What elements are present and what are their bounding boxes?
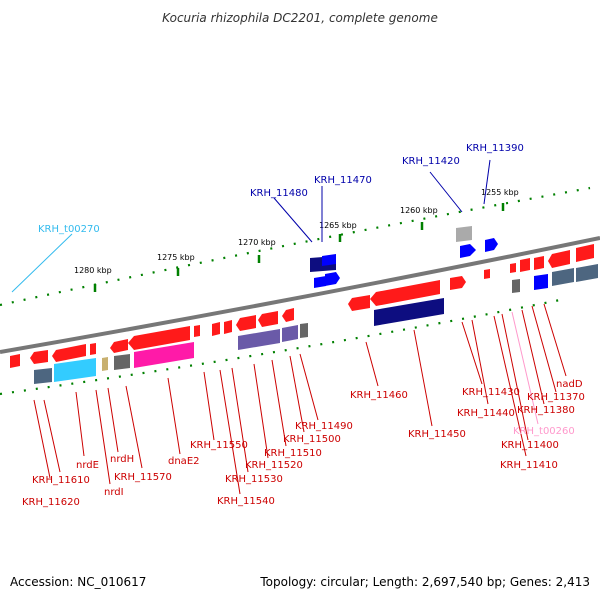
label-KRH_11520: KRH_11520 [245, 460, 303, 471]
block-lavender-2 [262, 329, 280, 346]
gene-small-blue-1 [314, 276, 326, 288]
label-KRH_11550: KRH_11550 [190, 440, 248, 451]
gene-dnaE2 [128, 326, 190, 350]
gene-k [450, 276, 466, 290]
block-slate-right-1 [552, 268, 574, 286]
label-KRH_11610: KRH_11610 [32, 475, 90, 486]
block-lavender-1 [238, 332, 262, 350]
gene-n [520, 258, 530, 272]
gene-o [534, 256, 544, 270]
label-KRH_11460: KRH_11460 [350, 390, 408, 401]
map-title: Kocuria rhizophila DC2201, complete geno… [162, 11, 438, 25]
ruler-label-1260: 1260 kbp [400, 206, 438, 215]
gene-KRH_11470-block [322, 254, 336, 266]
gene-gray-block [456, 226, 472, 242]
label-KRH_t00260: KRH_t00260 [513, 426, 575, 437]
gene-d [110, 339, 128, 353]
label-KRH_11570: KRH_11570 [114, 472, 172, 483]
label-KRH_11500: KRH_11500 [283, 434, 341, 445]
gene-KRH_11390-block [485, 238, 498, 252]
block-tan [102, 357, 108, 371]
label-KRH_11540: KRH_11540 [217, 496, 275, 507]
label-KRH_11370: KRH_11370 [527, 392, 585, 403]
block-gray-mid [300, 323, 308, 338]
label-KRH_11620: KRH_11620 [22, 497, 80, 508]
label-KRH_11530: KRH_11530 [225, 474, 283, 485]
label-KRH_11480: KRH_11480 [250, 188, 308, 199]
ruler-label-1265: 1265 kbp [319, 221, 357, 230]
gene-g [224, 320, 232, 334]
ruler-label-1270: 1270 kbp [238, 238, 276, 247]
block-gray-right [512, 279, 520, 293]
block-blue-right [534, 274, 548, 290]
gene-i [258, 311, 278, 327]
gene-KRH_11460 [348, 295, 370, 311]
block-magenta [134, 342, 194, 368]
gene-c [90, 343, 96, 355]
label-KRH_11400: KRH_11400 [501, 440, 559, 451]
label-KRH_11450: KRH_11450 [408, 429, 466, 440]
gene-KRH_11420-block [460, 244, 476, 258]
label-nrdI: nrdI [104, 487, 124, 498]
gene-nrdE [52, 344, 86, 362]
label-KRH_11410: KRH_11410 [500, 460, 558, 471]
label-KRH_11440: KRH_11440 [457, 408, 515, 419]
gene-a [10, 354, 20, 368]
gene-p [548, 250, 570, 268]
label-nrdE: nrdE [76, 460, 99, 471]
lower-dots [0, 298, 561, 396]
ruler-label-1280: 1280 kbp [74, 266, 112, 275]
genome-backbone [0, 236, 600, 354]
label-nadD: nadD [556, 379, 583, 390]
gene-KRH_11450 [370, 280, 440, 306]
summary-text: Topology: circular; Length: 2,697,540 bp… [259, 575, 590, 589]
bottom-labels: KRH_11610 KRH_11620 nrdE nrdI nrdH KRH_1… [22, 379, 585, 508]
gene-b [30, 350, 48, 364]
ruler-dots [0, 186, 591, 307]
ruler-label-1275: 1275 kbp [157, 253, 195, 262]
label-KRH_t00270: KRH_t00270 [38, 224, 100, 235]
block-slate-right-2 [576, 264, 598, 282]
lower-colored-blocks [34, 264, 598, 384]
leader-lines [11, 159, 567, 495]
block-lavender-3 [282, 325, 298, 342]
label-KRH_11380: KRH_11380 [517, 405, 575, 416]
label-nrdH: nrdH [110, 454, 134, 465]
gene-j [282, 308, 294, 322]
lower-strand-genes [10, 244, 594, 368]
accession-text: Accession: NC_010617 [10, 575, 146, 589]
top-labels: KRH_t00270 KRH_11480 KRH_11470 KRH_11420… [38, 143, 524, 235]
gene-h [236, 315, 256, 331]
ruler-major-ticks [93, 203, 505, 292]
gene-l [484, 269, 490, 279]
ruler-labels: 1280 kbp 1275 kbp 1270 kbp 1265 kbp 1260… [74, 188, 519, 275]
label-KRH_11490: KRH_11490 [295, 421, 353, 432]
label-KRH_11390: KRH_11390 [466, 143, 524, 154]
label-KRH_11470: KRH_11470 [314, 175, 372, 186]
block-slate-left [34, 368, 52, 384]
label-KRH_11420: KRH_11420 [402, 156, 460, 167]
upper-strand-genes [310, 226, 498, 288]
gene-f [212, 322, 220, 336]
label-dnaE2: dnaE2 [168, 456, 200, 467]
ruler-label-1255: 1255 kbp [481, 188, 519, 197]
gene-e [194, 325, 200, 337]
block-gray-left [114, 354, 130, 370]
gene-m [510, 263, 516, 273]
block-cyan [54, 358, 96, 382]
label-KRH_11510: KRH_11510 [264, 448, 322, 459]
block-navy [374, 298, 444, 326]
gene-small-blue-2 [325, 272, 340, 286]
gene-q [576, 244, 594, 262]
label-KRH_11430: KRH_11430 [462, 387, 520, 398]
